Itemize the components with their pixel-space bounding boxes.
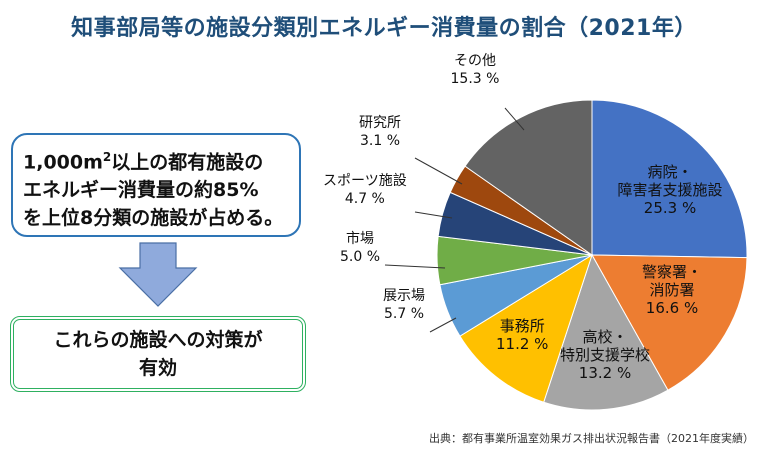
leader-line: [414, 211, 453, 219]
slice-value: 15.3 %: [450, 71, 500, 87]
conclusion-line-1: これらの施設への対策が: [53, 329, 263, 351]
slice-category: 事務所: [499, 317, 545, 335]
slice-category: 特別支援学校: [560, 346, 651, 364]
slice-label: その他 15.3 %: [451, 52, 500, 88]
slice-value: 5.7 %: [383, 306, 425, 322]
slice-label: 高校・ 特別支援学校 13.2 %: [560, 328, 650, 382]
slice-value: 16.6 %: [645, 299, 699, 317]
leader-line: [429, 317, 457, 333]
slice-label: 事務所 11.2 %: [496, 317, 548, 353]
slice-value: 13.2 %: [578, 364, 632, 382]
slice-label: 研究所 3.1 %: [359, 114, 401, 150]
slice-label: 病院・ 障害者支援施設 25.3 %: [618, 163, 723, 217]
slice-label: 市場 5.0 %: [340, 230, 380, 266]
summary-line-1: 1,000m2以上の都有施設の: [23, 150, 264, 174]
page-title: 知事部局等の施設分類別エネルギー消費量の割合（2021年）: [71, 16, 697, 41]
pie-slice: [591, 99, 748, 259]
slice-value: 5.0 %: [340, 249, 381, 265]
pie-slice: [464, 99, 593, 256]
source-note: 出典：都有事業所温室効果ガス排出状況報告書（2021年度実績）: [429, 432, 754, 445]
slice-label: 警察署・ 消防署 16.6 %: [642, 263, 702, 317]
conclusion-line-2: 有効: [138, 357, 177, 379]
pie-slice: [543, 253, 669, 411]
leader-line: [384, 264, 446, 269]
leader-line: [414, 157, 463, 185]
pie-slice: [459, 253, 593, 403]
leader-line: [504, 107, 525, 131]
slice-category: 警察署・: [642, 263, 703, 281]
summary-line-3: を上位8分類の施設が占める。: [23, 207, 284, 230]
slice-value: 11.2 %: [496, 335, 549, 353]
slice-label: 展示場 5.7 %: [383, 287, 425, 323]
slice-category: 障害者支援施設: [617, 181, 723, 199]
summary-box: 1,000m2以上の都有施設の エネルギー消費量の約85% を上位8分類の施設が…: [11, 133, 301, 237]
slice-category: 病院・: [647, 163, 693, 181]
slice-category: 研究所: [359, 115, 401, 131]
slice-value: 25.3 %: [643, 199, 697, 217]
down-arrow-icon: [118, 242, 198, 307]
slice-category: その他: [453, 53, 496, 69]
pie-slice: [591, 254, 748, 391]
slice-label: スポーツ施設 4.7 %: [323, 172, 407, 208]
slice-category: 展示場: [383, 288, 425, 304]
conclusion-box: これらの施設への対策が 有効: [10, 316, 306, 392]
slice-category: スポーツ施設: [323, 173, 407, 189]
slice-category: 市場: [346, 231, 375, 247]
summary-line-2: エネルギー消費量の約85%: [23, 179, 259, 202]
slice-category: 高校・: [582, 328, 628, 346]
slice-value: 4.7 %: [344, 191, 385, 207]
slice-value: 3.1 %: [359, 133, 401, 149]
slice-category: 消防署: [649, 281, 695, 299]
